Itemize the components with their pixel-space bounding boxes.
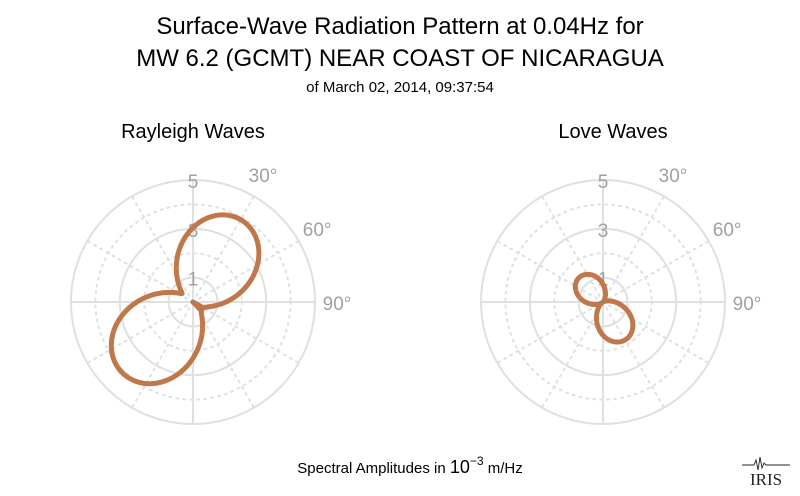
seismogram-trace [742, 456, 790, 471]
love-angular-gridline [541, 195, 604, 303]
x-axis-label-base: 10 [450, 457, 470, 477]
love-radial-gridline [504, 203, 702, 401]
rayleigh-radial-gridline [167, 276, 219, 328]
rayleigh-angle-tick-label: 60° [303, 220, 332, 241]
rayleigh-panel: Rayleigh Waves 1 3 5 30° 60° 90° [70, 121, 352, 425]
love-radial-gridline [553, 252, 653, 352]
x-axis-label-exponent: −3 [470, 454, 484, 468]
x-axis-label-unit: m/Hz [484, 460, 523, 477]
rayleigh-angular-gridline [192, 301, 300, 364]
love-angular-gridline [602, 240, 710, 303]
rayleigh-radial-gridline [94, 203, 292, 401]
love-angular-gridline [602, 301, 710, 364]
rayleigh-angle-tick-label: 90° [323, 294, 352, 315]
love-radius-tick-label: 5 [598, 172, 609, 193]
chart-subtitle: of March 02, 2014, 09:37:54 [306, 79, 494, 96]
rayleigh-radial-gridline [143, 252, 243, 352]
love-angular-gridline [496, 240, 604, 303]
chart-title-line1: Surface-Wave Radiation Pattern at 0.04Hz… [156, 13, 643, 40]
rayleigh-radiation-pattern [108, 212, 262, 387]
love-center-point [601, 300, 605, 304]
rayleigh-angular-gridline [192, 240, 300, 303]
rayleigh-radial-gridline [70, 179, 316, 425]
love-angle-tick-label: 30° [659, 166, 688, 187]
love-angular-gridline [602, 195, 665, 303]
love-radial-gridline [480, 179, 726, 425]
rayleigh-angular-gridline [86, 301, 194, 364]
logo-text: IRIS [750, 470, 782, 489]
rayleigh-angular-gridline [192, 195, 255, 303]
iris-logo: IRIS [742, 456, 790, 489]
rayleigh-center-point [191, 300, 195, 304]
love-radiation-pattern [572, 271, 636, 345]
love-angular-gridline [602, 301, 665, 409]
x-axis-label: Spectral Amplitudes in 10−3 m/Hz [297, 454, 522, 477]
rayleigh-panel-title: Rayleigh Waves [121, 121, 265, 143]
rayleigh-angular-gridline [131, 301, 194, 409]
love-radial-gridline [577, 276, 629, 328]
love-angle-tick-label: 90° [733, 294, 762, 315]
rayleigh-radius-tick-label: 1 [188, 270, 199, 291]
rayleigh-radius-tick-label: 3 [188, 221, 199, 242]
x-axis-label-prefix: Spectral Amplitudes in [297, 460, 450, 477]
love-angle-tick-label: 60° [713, 220, 742, 241]
love-angular-gridline [541, 301, 604, 409]
rayleigh-angle-tick-label: 30° [249, 166, 278, 187]
rayleigh-angular-gridline [131, 195, 194, 303]
love-radius-tick-label: 3 [598, 221, 609, 242]
love-angular-gridline [496, 301, 604, 364]
love-radial-gridline [528, 227, 678, 377]
rayleigh-radius-tick-label: 5 [188, 172, 199, 193]
love-panel-title: Love Waves [558, 121, 667, 143]
chart-title-line2: MW 6.2 (GCMT) NEAR COAST OF NICARAGUA [136, 45, 664, 72]
